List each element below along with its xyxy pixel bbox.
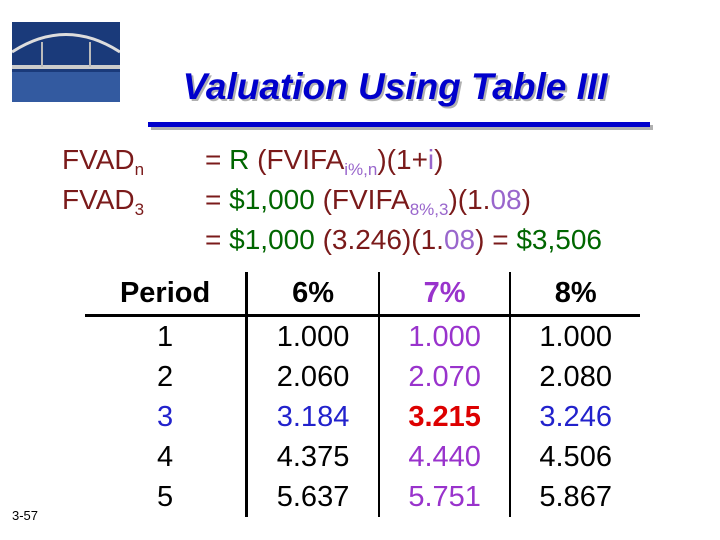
table-row: 4 4.375 4.440 4.506 xyxy=(85,437,640,477)
formula-part: i xyxy=(427,144,435,175)
table-cell: 4.375 xyxy=(245,437,379,477)
formula-part: n xyxy=(134,160,145,179)
formula-part: 08 xyxy=(490,184,522,215)
formula-part: $3,506 xyxy=(516,224,602,255)
table-cell: 1 xyxy=(157,320,174,353)
formula-part: ) = xyxy=(475,224,517,255)
table: Period 6% 7% 8% 1 1.000 1.000 1.000 2 2.060 2.070 2… xyxy=(85,272,640,517)
table-cell: 3 xyxy=(157,400,174,433)
table-cell: 1.000 xyxy=(377,315,511,357)
formula-part: i%,n xyxy=(344,160,378,179)
logo xyxy=(12,22,120,102)
table-cell: 5.867 xyxy=(509,477,640,517)
table-cell: 3.215 xyxy=(377,397,511,437)
table-cell: 4.440 xyxy=(377,437,511,477)
formula-part: R xyxy=(229,144,258,175)
table-cell: 5.637 xyxy=(245,477,379,517)
formula-part: FVAD xyxy=(62,144,135,175)
formula-expression: = R (FVIFAi%,n)(1+i) xyxy=(205,140,443,180)
formula-label: FVAD3 xyxy=(62,180,144,220)
table-cell: 5.751 xyxy=(377,477,511,517)
table-row: 3 3.184 3.215 3.246 xyxy=(85,397,640,437)
formula-part: FVAD xyxy=(62,184,135,215)
formula-part: )(1+ xyxy=(377,144,428,175)
table-cell: 3.246 xyxy=(509,397,640,437)
formula-part: (FVIFA xyxy=(322,184,410,215)
formula-part: ) xyxy=(521,184,531,215)
formula-expression: = $1,000 (FVIFA8%,3)(1.08) xyxy=(205,180,531,220)
table-row: 1 1.000 1.000 1.000 xyxy=(85,315,640,357)
table-cell: 4 xyxy=(157,440,174,473)
formula-part: ) xyxy=(434,144,444,175)
table-row: 2 2.060 2.070 2.080 xyxy=(85,357,640,397)
table-cell: 1.000 xyxy=(245,315,379,357)
table-row: 5 5.637 5.751 5.867 xyxy=(85,477,640,517)
formula-part: 08 xyxy=(443,224,476,255)
formula-part: (FVIFA xyxy=(257,144,345,175)
formula-part: )(1. xyxy=(448,184,491,215)
formula-part: = xyxy=(205,144,230,175)
formula-part: = xyxy=(205,224,230,255)
formula-part: $1,000 xyxy=(229,184,323,215)
formula-part: 3 xyxy=(134,200,145,219)
title: Valuation Using Table III xyxy=(182,66,608,107)
formula-part: = xyxy=(205,184,230,215)
formula-label: FVADn xyxy=(62,140,144,180)
formula-part: $1,000 xyxy=(229,224,323,255)
header-cell: 7% xyxy=(377,272,511,317)
table-cell: 2.070 xyxy=(377,357,511,397)
header-cell: 6% xyxy=(245,272,379,317)
title-underline xyxy=(148,122,650,127)
header-cell: Period xyxy=(85,272,247,317)
table-cell: 2.080 xyxy=(509,357,640,397)
slide-number: 3-57 xyxy=(12,508,39,523)
formula-expression: = $1,000 (3.246)(1.08) = $3,506 xyxy=(205,220,602,260)
header-cell: 8% xyxy=(509,272,640,317)
table-cell: 1.000 xyxy=(509,315,640,357)
table-cell: 2 xyxy=(157,360,174,393)
table-cell: 4.506 xyxy=(509,437,640,477)
formula-part: (3.246)(1. xyxy=(322,224,444,255)
formula-part: 8%,3 xyxy=(409,200,449,219)
table-cell: 3.184 xyxy=(245,397,379,437)
table-cell: 5 xyxy=(157,480,174,513)
table-cell: 2.060 xyxy=(245,357,379,397)
